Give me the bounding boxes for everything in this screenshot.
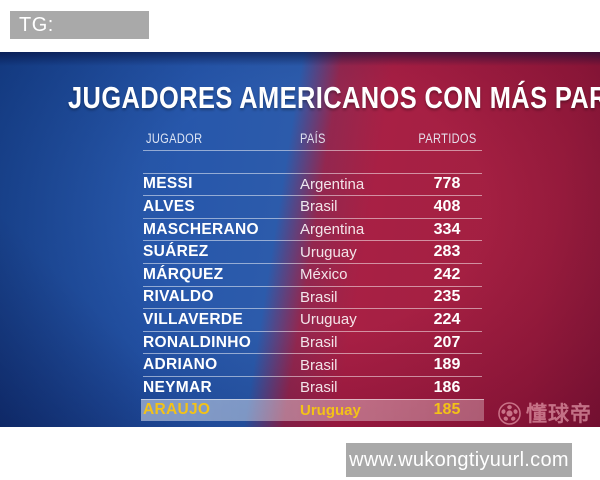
player-country: Uruguay (300, 243, 357, 261)
player-matches: 189 (433, 356, 461, 374)
infographic-title: JUGADORES AMERICANOS CON MÁS PARTIDOS (68, 80, 600, 115)
player-name: ALVES (143, 197, 196, 215)
tg-watermark-badge: TG: MYYJJPP (10, 11, 149, 64)
player-matches: 778 (433, 175, 461, 193)
column-header-matches: PARTIDOS (418, 130, 477, 146)
table-row: ARAUJO Uruguay 185 (141, 398, 484, 422)
player-country: Argentina (300, 221, 365, 239)
infographic-title-wrap: JUGADORES AMERICANOS CON MÁS PARTIDOS (0, 80, 600, 116)
table-row: RONALDINHO Brasil 207 (143, 330, 482, 354)
player-country: Brasil (300, 198, 338, 216)
site-url-badge: www.wukongtiyuurl.com (346, 443, 572, 477)
table-row: ADRIANO Brasil 189 (143, 353, 482, 376)
player-matches: 242 (433, 265, 461, 283)
player-matches: 186 (433, 378, 461, 396)
player-country: Argentina (300, 175, 365, 193)
watermark-label: 懂球帝 (526, 403, 592, 426)
player-matches: 283 (433, 243, 461, 261)
infographic-card: JUGADORES AMERICANOS CON MÁS PARTIDOS JU… (0, 52, 600, 427)
table-body: MESSI Argentina 778 ALVES Brasil 408 MAS… (141, 150, 484, 422)
table-row: ALVES Brasil 408 (143, 195, 482, 218)
player-country: Brasil (300, 379, 338, 397)
column-header-player: JUGADOR (146, 130, 203, 146)
player-country: Brasil (300, 288, 338, 306)
player-country: Uruguay (300, 401, 361, 419)
player-name: NEYMAR (143, 378, 212, 396)
table-row: RIVALDO Brasil 235 (143, 285, 482, 309)
table-row: VILLAVERDE Uruguay 224 (143, 308, 482, 331)
player-name: RIVALDO (143, 288, 214, 306)
table-row (143, 150, 482, 173)
table-row: MASCHERANO Argentina 334 (143, 217, 482, 241)
player-matches: 224 (433, 310, 461, 328)
player-name: VILLAVERDE (143, 310, 244, 328)
player-country: Uruguay (300, 311, 357, 329)
football-icon (498, 401, 521, 425)
player-matches: 408 (433, 197, 461, 215)
players-table: JUGADOR PAÍS PARTIDOS MESSI Argentina 77… (141, 126, 484, 422)
table-row: SUÁREZ Uruguay 283 (143, 240, 482, 263)
table-row: MESSI Argentina 778 (143, 172, 482, 196)
dongqiudi-watermark: 懂球帝 (498, 398, 592, 428)
table-row: MÁRQUEZ México 242 (143, 262, 482, 286)
player-country: Brasil (300, 334, 338, 352)
player-matches: 334 (433, 220, 461, 238)
player-name: MASCHERANO (143, 220, 259, 238)
table-row: NEYMAR Brasil 186 (143, 375, 482, 399)
player-name: ADRIANO (143, 356, 218, 374)
player-name: RONALDINHO (143, 333, 252, 351)
player-name: MESSI (143, 175, 193, 193)
player-name: MÁRQUEZ (143, 265, 224, 283)
table-header-row: JUGADOR PAÍS PARTIDOS (143, 126, 482, 150)
player-matches: 207 (433, 333, 461, 351)
column-header-country: PAÍS (300, 130, 326, 146)
player-name: ARAUJO (143, 401, 211, 419)
player-matches: 235 (433, 288, 461, 306)
player-matches: 185 (433, 401, 461, 419)
player-country: México (300, 266, 348, 284)
player-name: SUÁREZ (143, 243, 209, 261)
player-country: Brasil (300, 356, 338, 374)
